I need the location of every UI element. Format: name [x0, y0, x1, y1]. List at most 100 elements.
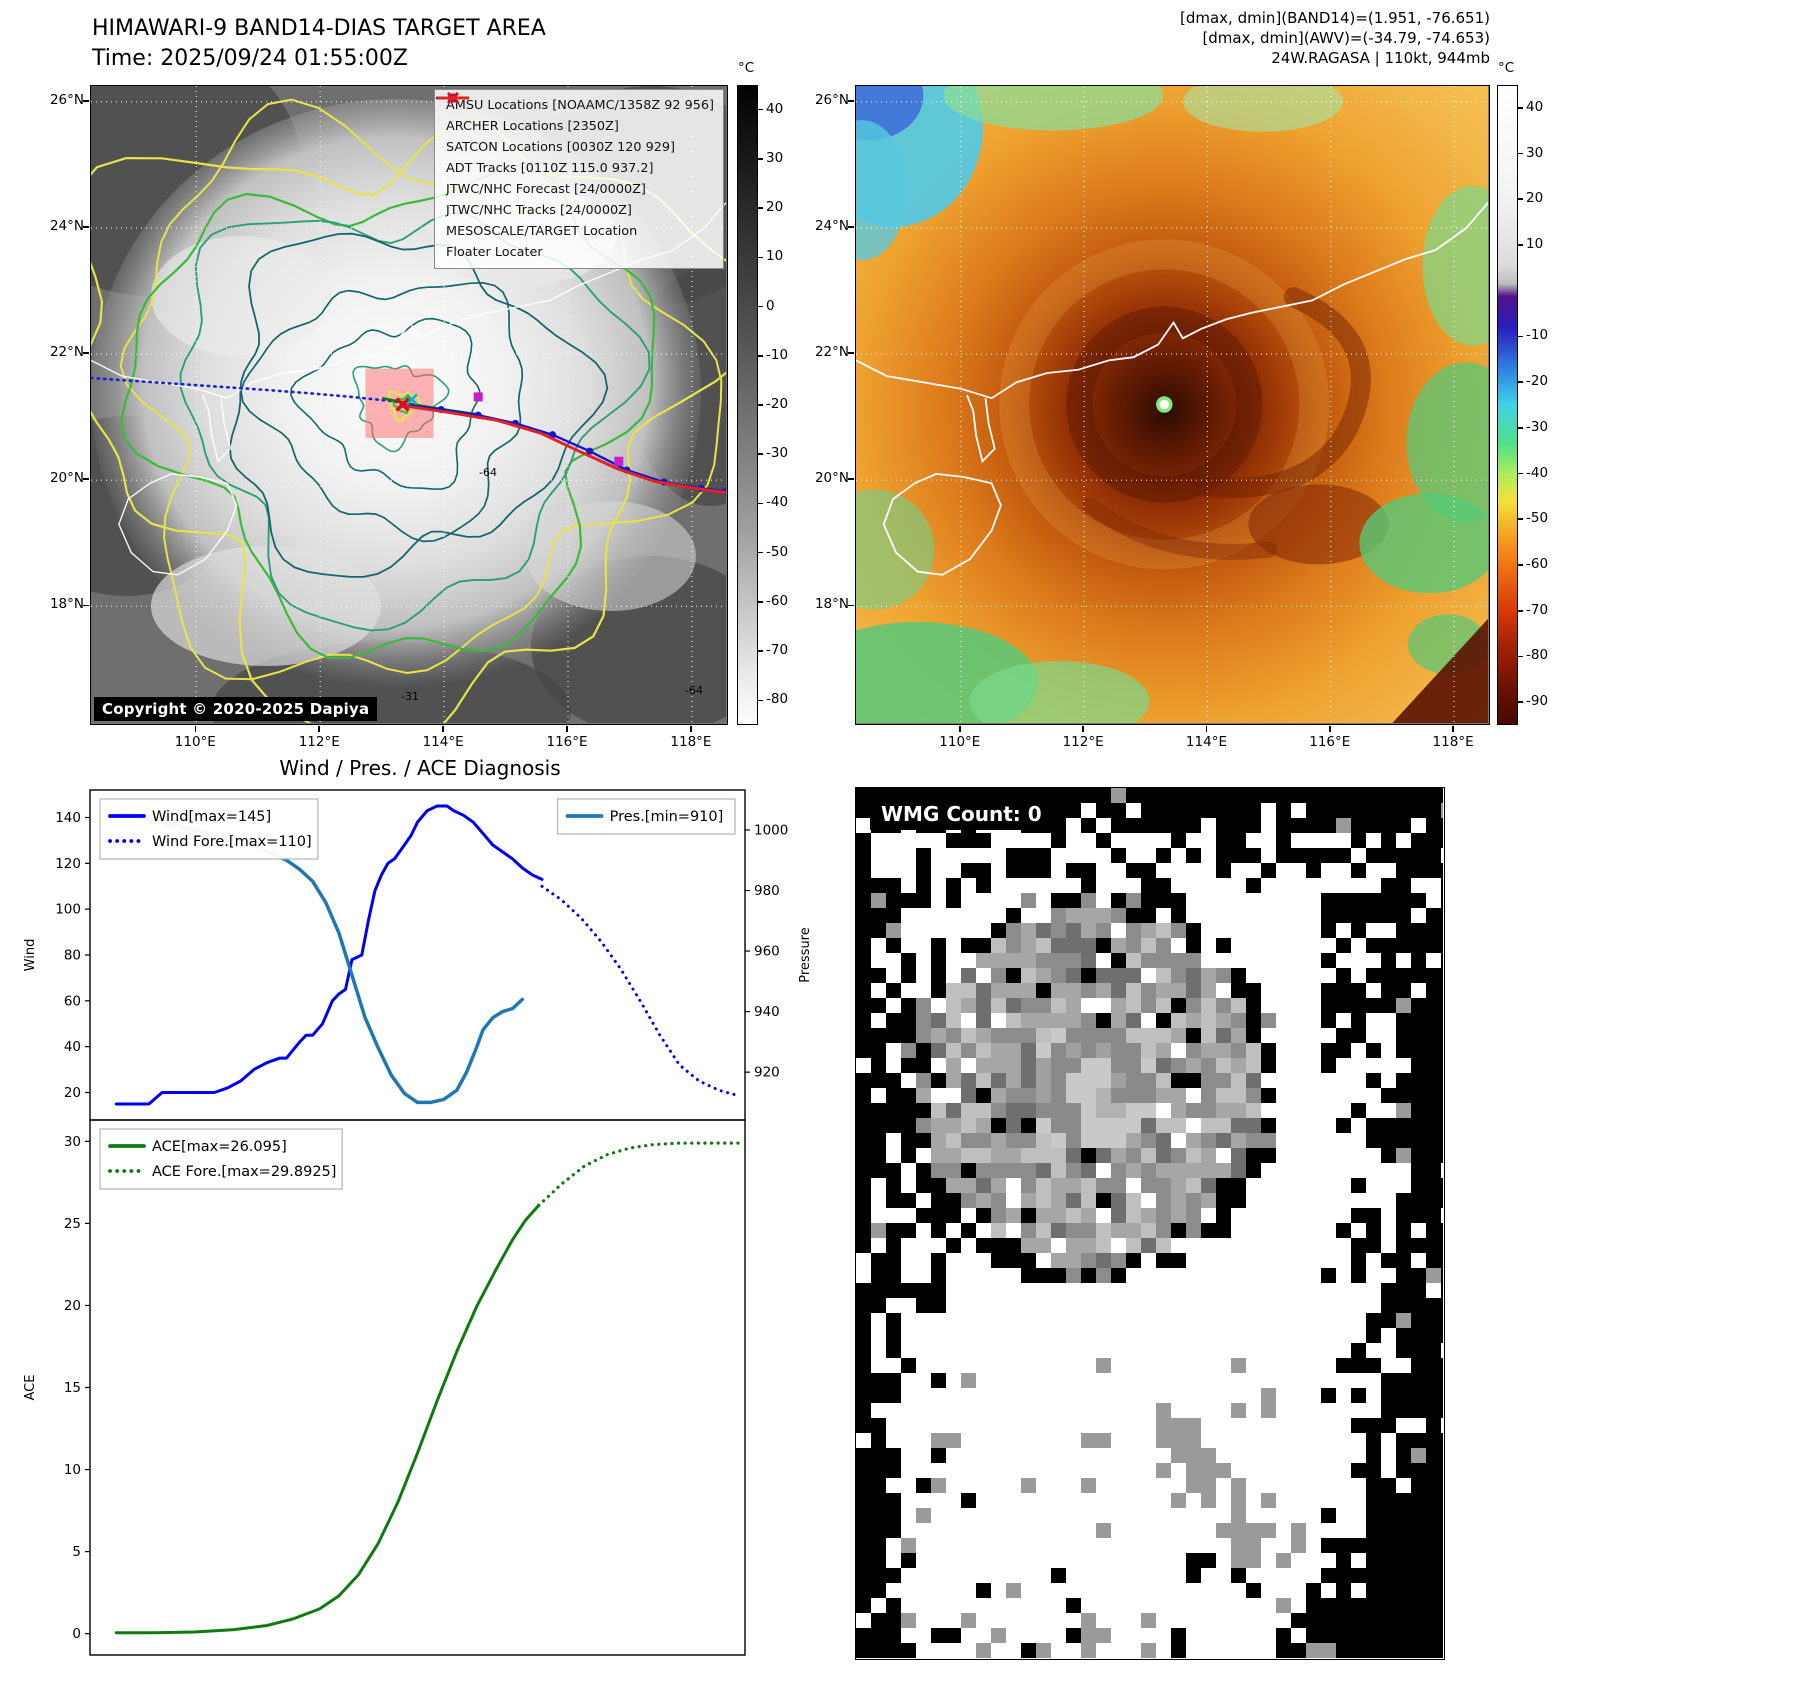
jtwc-forecast-track — [91, 376, 406, 404]
legend-item: SATCON Locations [0030Z 120 929] — [441, 92, 714, 158]
line-red-icon — [437, 96, 470, 100]
y-tick-label: 10 — [64, 1462, 81, 1478]
lon-tick-label: 116°E — [546, 734, 588, 750]
series-ace-fore- — [537, 1141, 741, 1207]
y-tick-label: 30 — [64, 1134, 81, 1150]
colorbar-tick — [1518, 564, 1523, 566]
y2-tick-label: 960 — [754, 944, 780, 960]
colorbar-tick — [758, 305, 763, 308]
colorbar-tick — [758, 453, 763, 456]
colorbar-tick — [1518, 701, 1523, 703]
colorbar-tick-label: 30 — [766, 149, 784, 166]
legend-item: Floater Locater — [437, 96, 714, 263]
lat-tick-label: 20°N — [49, 470, 84, 487]
awv-satellite-map — [855, 85, 1490, 725]
colorbar-tick-label: -80 — [1526, 647, 1549, 664]
band14-colorbar — [737, 85, 758, 725]
colorbar-tick — [758, 699, 763, 702]
colorbar-tick-label: 40 — [1526, 98, 1544, 115]
axis-tick — [848, 226, 854, 228]
colorbar-tick-label: -30 — [766, 445, 789, 462]
axis-tick — [848, 352, 854, 354]
colorbar-tick-label: 30 — [1526, 144, 1544, 161]
colorbar-tick — [1518, 152, 1523, 155]
colorbar-tick — [1518, 609, 1523, 612]
amsu-marker — [614, 456, 624, 466]
legend-item: JTWC/NHC Tracks [24/0000Z] — [437, 94, 714, 221]
y2-axis-label: Pressure — [798, 927, 813, 983]
legend-entry-label: Wind Fore.[max=110] — [152, 834, 312, 850]
y-tick-label: 80 — [64, 948, 81, 964]
colorbar-tick-label: -30 — [1526, 418, 1549, 435]
chart-legend — [556, 798, 736, 835]
lon-tick-label: 114°E — [422, 734, 464, 750]
y-tick-label: 20 — [64, 1085, 81, 1101]
axis-tick — [566, 726, 568, 732]
y-tick-label: 60 — [64, 993, 81, 1009]
colorbar-tick-label: 10 — [1526, 236, 1544, 252]
dmax-dmin-band14: [dmax, dmin](BAND14)=(1.951, -76.651) — [1179, 9, 1490, 27]
y-axis-label: ACE — [23, 1375, 38, 1401]
lat-tick-label: 18°N — [814, 596, 849, 613]
colorbar-tick-label: 20 — [766, 199, 784, 216]
y-tick-label: 20 — [64, 1298, 81, 1314]
colorbar-tick — [758, 650, 763, 652]
lon-tick-label: 110°E — [939, 734, 981, 750]
lat-tick-label: 18°N — [49, 596, 84, 613]
cold-cloud-patch — [969, 660, 1150, 723]
axis-tick — [194, 726, 197, 732]
lon-tick-label: 116°E — [1309, 734, 1351, 750]
colorbar-tick — [758, 404, 763, 406]
colorbar-tick-label: -20 — [766, 396, 789, 412]
lon-tick-label: 118°E — [1432, 734, 1474, 750]
colorbar-tick — [1518, 655, 1523, 658]
charts-title: Wind / Pres. / ACE Diagnosis — [279, 756, 561, 780]
lon-tick-label: 110°E — [174, 734, 216, 750]
axis-tick — [83, 100, 89, 102]
dmax-dmin-awv: [dmax, dmin](AWV)=(-34.79, -74.653) — [1202, 29, 1490, 47]
lon-tick-label: 112°E — [298, 734, 340, 750]
best-track-point — [586, 447, 594, 455]
y2-tick-label: 920 — [754, 1065, 780, 1081]
coastline — [201, 394, 232, 463]
colorbar-tick — [1518, 198, 1523, 201]
colorbar-tick-label: 40 — [766, 100, 784, 117]
wmg-image — [856, 788, 1444, 1658]
legend-entry-label: Wind[max=145] — [152, 809, 271, 825]
axis-tick — [83, 478, 89, 480]
colorbar-tick — [758, 354, 763, 357]
series-ace — [114, 1203, 541, 1635]
colorbar-tick — [1518, 518, 1523, 521]
lon-tick-label: 118°E — [670, 734, 712, 750]
legend-item-label: MESOSCALE/TARGET Location — [446, 224, 638, 239]
chart-frame — [89, 1119, 746, 1656]
axis-tick — [318, 726, 320, 732]
right-map-header: [dmax, dmin](BAND14)=(1.951, -76.651) [d… — [1180, 8, 1490, 68]
cold-cloud-patch — [1359, 493, 1488, 594]
graticule — [856, 86, 1488, 723]
lat-tick-label: 24°N — [49, 217, 84, 234]
y-tick-label: 100 — [55, 902, 81, 918]
map-legend: AMSU Locations [NOAAMC/1358Z 92 956] ARCH… — [434, 89, 724, 269]
colorbar-tick-label: -20 — [1526, 373, 1549, 390]
y-tick-label: 140 — [55, 810, 81, 826]
lat-tick-label: 24°N — [814, 217, 849, 234]
legend-entry-label: Pres.[min=910] — [610, 809, 724, 825]
colorbar-tick-label: 10 — [766, 248, 784, 265]
colorbar-tick-label: 0 — [766, 297, 775, 314]
lat-tick-label: 26°N — [49, 91, 84, 108]
awv-colorbar — [1497, 85, 1518, 725]
series-wind — [114, 804, 544, 1106]
wmg-count-label: WMG Count: 0 — [870, 798, 1053, 830]
awv-satellite-image — [856, 86, 1488, 723]
spiral-band — [1191, 287, 1371, 499]
legend-entry-label: ACE[max=26.095] — [152, 1139, 287, 1155]
colorbar-tick — [758, 601, 763, 603]
y2-tick-label: 980 — [754, 883, 780, 899]
colorbar-tick — [1518, 472, 1523, 475]
series-wind-fore- — [540, 884, 737, 1097]
colorbar-tick — [1518, 427, 1523, 429]
axis-tick — [1452, 726, 1454, 732]
legend-item: ARCHER Locations [2350Z] — [441, 93, 714, 137]
